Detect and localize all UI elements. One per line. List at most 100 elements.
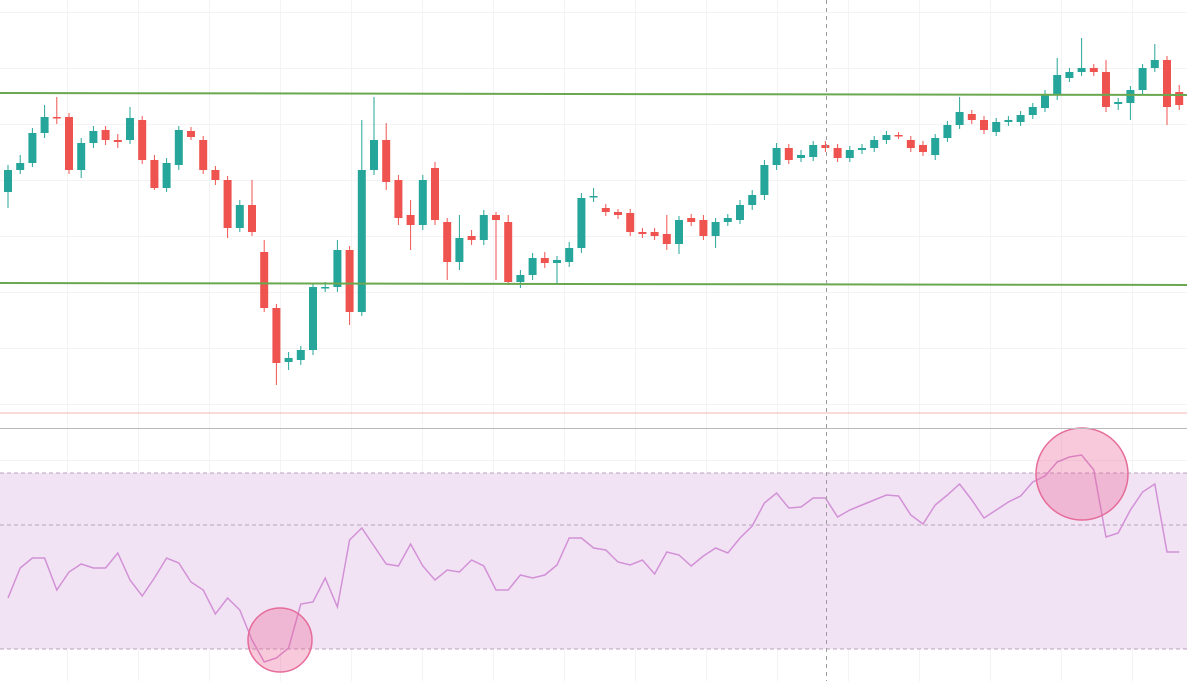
candle-body bbox=[1016, 115, 1025, 122]
candle-body bbox=[113, 140, 122, 142]
candle-body bbox=[528, 258, 537, 275]
candle-body bbox=[553, 260, 561, 263]
rsi-band bbox=[0, 473, 1187, 649]
candle-body bbox=[760, 165, 769, 195]
candle-body bbox=[1102, 72, 1110, 107]
highlight-circle bbox=[247, 607, 313, 673]
candle-body bbox=[455, 238, 464, 262]
candle-body bbox=[614, 212, 622, 215]
candle-body bbox=[345, 250, 354, 312]
candle-body bbox=[296, 350, 305, 360]
candle-body bbox=[821, 145, 830, 148]
candle-body bbox=[1150, 60, 1159, 68]
candle-body bbox=[65, 117, 73, 170]
candle-body bbox=[662, 234, 671, 244]
candle-body bbox=[736, 205, 744, 220]
trend-line bbox=[0, 282, 1187, 286]
candle-body bbox=[919, 145, 927, 152]
candle-body bbox=[1041, 95, 1049, 108]
candle-body bbox=[1163, 60, 1171, 107]
candle-body bbox=[1138, 68, 1147, 90]
candle-body bbox=[711, 222, 720, 236]
candle-body bbox=[1126, 90, 1135, 103]
candle-body bbox=[370, 140, 378, 170]
candle-body bbox=[992, 122, 1001, 132]
candle-body bbox=[126, 118, 134, 140]
candle-body bbox=[601, 208, 610, 212]
candle-body bbox=[1114, 102, 1123, 104]
candle-body bbox=[870, 140, 879, 148]
candle-body bbox=[1004, 120, 1013, 122]
candle-body bbox=[1065, 72, 1074, 78]
candle-body bbox=[431, 168, 439, 220]
candle-body bbox=[77, 143, 86, 170]
candle-body bbox=[235, 205, 244, 228]
candle-body bbox=[589, 196, 598, 198]
candle-body bbox=[443, 222, 452, 262]
candle-body bbox=[101, 130, 110, 140]
candle-body bbox=[638, 232, 647, 234]
candle-body bbox=[516, 275, 525, 282]
candle-body bbox=[28, 133, 37, 163]
candle-body bbox=[174, 130, 183, 165]
candle-body bbox=[565, 248, 574, 262]
candle-body bbox=[675, 220, 683, 244]
candle-body bbox=[955, 112, 964, 125]
candle-body bbox=[223, 180, 232, 228]
candle-body bbox=[406, 215, 415, 225]
candle-body bbox=[748, 195, 757, 205]
candle-body bbox=[772, 148, 781, 165]
candle-body bbox=[882, 135, 891, 140]
candle-body bbox=[1028, 107, 1037, 115]
candle-body bbox=[931, 138, 940, 155]
candle-body bbox=[479, 215, 488, 240]
candle-body bbox=[626, 213, 635, 232]
candle-body bbox=[394, 180, 403, 218]
candle-body bbox=[833, 148, 842, 158]
candle-body bbox=[1077, 68, 1086, 72]
candle-body bbox=[150, 160, 159, 188]
candle-body bbox=[492, 215, 500, 220]
candle-body bbox=[138, 120, 147, 160]
candle-body bbox=[321, 287, 330, 289]
candle-body bbox=[894, 135, 903, 137]
candle-body bbox=[199, 140, 208, 170]
candle-body bbox=[382, 140, 391, 182]
candle-body bbox=[1175, 92, 1184, 105]
highlight-circle bbox=[1035, 427, 1129, 521]
candle-body bbox=[577, 198, 586, 248]
candle-body bbox=[980, 120, 988, 130]
candle-body bbox=[52, 117, 61, 119]
candle-body bbox=[943, 125, 952, 138]
candle-body bbox=[211, 170, 220, 180]
candle-body bbox=[797, 155, 805, 158]
candle-body bbox=[333, 250, 342, 287]
candle-body bbox=[967, 114, 976, 120]
candle-body bbox=[357, 170, 366, 312]
candle-body bbox=[162, 163, 171, 188]
candle-body bbox=[467, 236, 476, 240]
candle-body bbox=[845, 150, 854, 158]
candle-body bbox=[309, 287, 317, 350]
candle-body bbox=[906, 140, 915, 148]
candle-body bbox=[687, 218, 696, 222]
candle-body bbox=[1089, 68, 1098, 72]
trend-line bbox=[0, 92, 1187, 96]
candle-body bbox=[40, 117, 49, 133]
candle-body bbox=[187, 131, 195, 137]
candle-body bbox=[540, 258, 549, 263]
candle-body bbox=[699, 220, 708, 236]
candle-body bbox=[260, 252, 269, 308]
candle-body bbox=[272, 308, 281, 363]
rsi-line bbox=[7, 454, 1180, 663]
candle-body bbox=[418, 180, 427, 225]
candle-body bbox=[858, 148, 866, 150]
candle-body bbox=[784, 148, 793, 160]
candle-body bbox=[248, 205, 256, 232]
candle-body bbox=[650, 232, 659, 236]
candle-body bbox=[723, 218, 732, 222]
candle-body bbox=[504, 222, 513, 282]
candle-body bbox=[284, 358, 293, 362]
candle-body bbox=[89, 131, 98, 143]
